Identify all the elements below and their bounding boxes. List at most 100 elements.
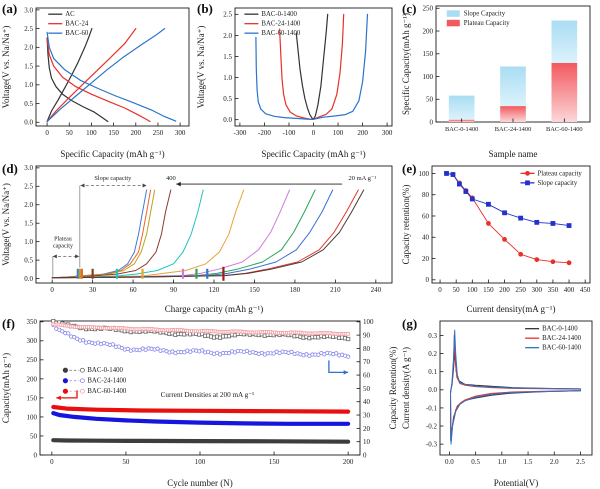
plot-frame bbox=[35, 7, 190, 127]
x-tick-label: 250 bbox=[153, 129, 164, 137]
x-tick-label: 100 bbox=[333, 129, 344, 137]
x-tick-label: 200 bbox=[357, 129, 368, 137]
y-tick-label: 0.2 bbox=[428, 350, 437, 358]
x-tick-label: 90 bbox=[170, 286, 178, 294]
panel-label-c: (c) bbox=[402, 1, 417, 16]
series-bac-0-1400 bbox=[295, 13, 329, 120]
y-axis-label: Capacity retention(%) bbox=[401, 185, 411, 265]
x-tick-label: 0 bbox=[312, 129, 316, 137]
chart-g: 0.0 0.5 1.0 1.5 2.0 2.5 -0.3 -0.2 -0.1 0.0 0.1 0.2 0… bbox=[400, 315, 600, 489]
x-tick-label: 60 bbox=[130, 286, 138, 294]
x-tick-label: 200 bbox=[343, 458, 354, 466]
legend: BAC-0-1400 BAC-24-1400 BAC-60-1400 bbox=[525, 326, 582, 352]
y-tick-label-right: 80 bbox=[363, 345, 371, 353]
chart-svg-d: 0 30 60 90 120 150 180 210 240 0.0 0.5 1.0 1.5 2.0 2.5… bbox=[1, 164, 393, 314]
x-tick-label: 240 bbox=[371, 286, 382, 294]
x-tick-label: 50 bbox=[122, 458, 130, 466]
y-tick-label-right: 30 bbox=[363, 411, 371, 419]
panel-e: (e) 0 50 100 150 200 250 300 350 400 450 0 20 40 60 80… bbox=[400, 160, 600, 315]
y-tick-label: 0 bbox=[430, 118, 434, 126]
panel-b: (b) -300 -200 -100 0 100 200 300 0.0 0.5 1.0 1.5 2.… bbox=[195, 0, 400, 160]
series-bac-60-1400 bbox=[450, 329, 581, 445]
y-tick-label: 150 bbox=[423, 50, 434, 58]
x-tick-label: -300 bbox=[233, 129, 246, 137]
series-bac-60-1400 bbox=[255, 13, 369, 120]
x-tick-label: 300 bbox=[532, 286, 543, 294]
series-rate-20 bbox=[51, 189, 365, 279]
y-tick-label: -0.3 bbox=[426, 441, 438, 449]
annotation-text: capacity bbox=[53, 244, 73, 250]
legend-label: BAC-0-1400 bbox=[87, 367, 123, 374]
x-axis-label: Current density(mA g⁻¹) bbox=[467, 304, 556, 314]
x-tick-label: 450 bbox=[580, 286, 591, 294]
y-tick-label: 1.0 bbox=[24, 238, 33, 246]
x-tick-label: 2.0 bbox=[550, 458, 559, 466]
x-tick-label: 150 bbox=[269, 458, 280, 466]
y-tick-label: 50 bbox=[30, 432, 38, 440]
x-tick-label: 150 bbox=[483, 286, 494, 294]
panel-label-d: (d) bbox=[2, 161, 18, 176]
y-tick-label-right: 40 bbox=[363, 398, 371, 406]
x-tick-label: 100 bbox=[467, 286, 478, 294]
legend-label: Plateau capacity bbox=[537, 170, 582, 177]
bar-category-label: BAC-60-1400 bbox=[546, 126, 583, 133]
y-tick-label: 150 bbox=[27, 394, 38, 402]
chart-svg-f: 0 50 100 150 200 0 50 100 150 200 250 300 350 0 10 20 30… bbox=[1, 318, 398, 488]
y-tick-label: 0.1 bbox=[428, 368, 437, 376]
panel-label-a: (a) bbox=[2, 1, 18, 16]
y-tick-label: 3.0 bbox=[24, 164, 33, 172]
legend-label: BAC-0-1400 bbox=[261, 11, 297, 18]
y-tick-label: 20 bbox=[422, 255, 430, 263]
y-tick-label-right: 100 bbox=[363, 318, 374, 326]
x-tick-label: 350 bbox=[548, 286, 559, 294]
x-tick-label: 30 bbox=[89, 286, 97, 294]
y-axis-label-right: Capacity Retention(%) bbox=[388, 347, 398, 430]
y-tick-label: 1.5 bbox=[24, 62, 33, 70]
y-axis-label: Capacity(mAh g⁻¹) bbox=[1, 353, 11, 423]
x-tick-label: 50 bbox=[453, 286, 461, 294]
panel-c: (c) 0 50 100 150 200 250 Sample name Specific C… bbox=[400, 0, 600, 160]
bar-category-label: BAC-24-1400 bbox=[495, 126, 532, 133]
x-axis-label: Sample name bbox=[489, 149, 538, 159]
y-tick-label: -0.2 bbox=[426, 422, 438, 430]
y-tick-label: 100 bbox=[419, 170, 430, 178]
annotation-text: Slope capacity bbox=[94, 175, 132, 182]
x-tick-label: 250 bbox=[515, 286, 526, 294]
series-bac-24-charge bbox=[46, 28, 137, 123]
legend: BAC-0-1400 BAC-24-1400 BAC-60-1400 bbox=[244, 11, 301, 37]
legend: AC BAC-24 BAC-60 bbox=[48, 11, 89, 37]
x-axis-label: Specific Capacity (mAh g⁻¹) bbox=[261, 149, 365, 159]
y-axis-label: Voltage(V vs. Na/Na⁺) bbox=[1, 183, 11, 266]
chart-f: 0 50 100 150 200 0 50 100 150 200 250 300 350 0 10 20 30… bbox=[0, 315, 400, 489]
legend-label: Plateau Capacity bbox=[464, 20, 510, 27]
chart-svg-a: 0 50 100 150 200 250 300 0.0 0.5 1.0 1.5 2.0 2.5 3.0 S… bbox=[1, 6, 190, 159]
y-tick-label: 250 bbox=[27, 356, 38, 364]
bar-slope-capacity bbox=[448, 95, 475, 120]
y-tick-label-right: 70 bbox=[363, 358, 371, 366]
x-tick-label: 0.0 bbox=[445, 458, 454, 466]
x-axis-label: Charge capacity (mAh g⁻¹) bbox=[165, 304, 264, 314]
legend-label: BAC-60-1400 bbox=[542, 345, 581, 352]
series-rate-c10 bbox=[51, 189, 359, 279]
x-tick-label: -100 bbox=[283, 129, 296, 137]
series-bac-24-discharge bbox=[46, 39, 151, 123]
x-tick-label: 0 bbox=[50, 286, 54, 294]
y-tick-label: 0.0 bbox=[223, 116, 232, 124]
annotation-text: 20 mA g⁻¹ bbox=[348, 175, 376, 182]
chart-svg-c: 0 50 100 150 200 250 Sample name Specific Capac… bbox=[401, 5, 591, 159]
x-tick-label: 2.5 bbox=[576, 458, 585, 466]
series-rate-c2 bbox=[51, 189, 152, 279]
bar-slope-capacity bbox=[551, 20, 578, 63]
series-bac-0-1400 bbox=[450, 351, 581, 441]
annotation-text: 400 bbox=[166, 175, 176, 182]
x-tick-label: 200 bbox=[499, 286, 510, 294]
panel-label-e: (e) bbox=[402, 161, 417, 176]
panel-a: (a) 0 50 100 150 200 250 300 0.0 0.5 1.0 1.5 2.0 2.5… bbox=[0, 0, 195, 160]
y-tick-label: 2.5 bbox=[24, 25, 33, 33]
x-tick-label: 0 bbox=[50, 458, 54, 466]
y-tick-label: 200 bbox=[27, 375, 38, 383]
series-rate-c8 bbox=[51, 189, 316, 279]
panel-label-g: (g) bbox=[402, 316, 418, 331]
chart-svg-g: 0.0 0.5 1.0 1.5 2.0 2.5 -0.3 -0.2 -0.1 0.0 0.1 0.2 0… bbox=[401, 320, 593, 488]
